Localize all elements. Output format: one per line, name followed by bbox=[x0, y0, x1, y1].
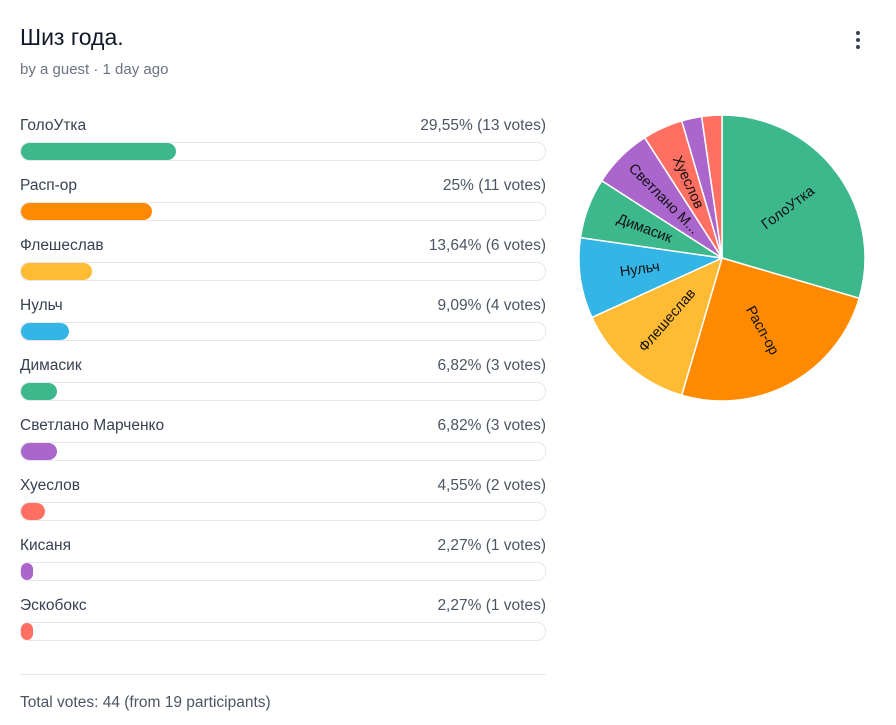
progress-bar-track bbox=[20, 442, 546, 461]
poll-meta: by a guest · 1 day ago bbox=[20, 61, 169, 78]
progress-bar-track bbox=[20, 622, 546, 641]
option-stats: 25% (11 votes) bbox=[442, 177, 546, 194]
divider bbox=[20, 674, 546, 675]
poll-option: Нульч 9,09% (4 votes) bbox=[20, 296, 546, 356]
menu-dot bbox=[856, 31, 860, 35]
progress-bar-fill bbox=[21, 143, 176, 160]
option-stats: 6,82% (3 votes) bbox=[437, 417, 546, 434]
pie-chart: ГолоУтка Расп-ор Флешеслав Нульч Димасик Свет… bbox=[572, 108, 872, 408]
option-stats: 9,09% (4 votes) bbox=[437, 297, 546, 314]
pie-chart-svg: ГолоУткаРасп-орФлешеславНульчДимасикСвет… bbox=[578, 114, 866, 402]
pie-slice[interactable] bbox=[680, 257, 861, 402]
progress-bar-fill bbox=[21, 323, 69, 340]
pie-slice[interactable] bbox=[721, 114, 866, 300]
progress-bar-fill bbox=[21, 203, 152, 220]
progress-bar-track bbox=[20, 262, 546, 281]
poll-option: Светлано Марченко 6,82% (3 votes) bbox=[20, 416, 546, 476]
option-stats: 2,27% (1 votes) bbox=[437, 597, 546, 614]
pie-slice[interactable] bbox=[590, 256, 724, 397]
option-stats: 4,55% (2 votes) bbox=[437, 477, 546, 494]
option-label: Флешеслав bbox=[20, 237, 104, 254]
progress-bar-fill bbox=[21, 263, 93, 280]
option-label: Димасик bbox=[20, 357, 82, 374]
option-label: ГолоУтка bbox=[20, 117, 87, 134]
option-stats: 29,55% (13 votes) bbox=[420, 117, 546, 134]
option-stats: 13,64% (6 votes) bbox=[428, 237, 546, 254]
total-votes: Total votes: 44 (from 19 participants) bbox=[20, 694, 271, 711]
option-label: Нульч bbox=[20, 297, 63, 314]
option-label: Расп-ор bbox=[20, 177, 77, 194]
progress-bar-track bbox=[20, 202, 546, 221]
option-label: Эскобокс bbox=[20, 597, 87, 614]
progress-bar-track bbox=[20, 142, 546, 161]
pie-slice[interactable] bbox=[578, 236, 725, 319]
poll-option: Димасик 6,82% (3 votes) bbox=[20, 356, 546, 416]
progress-bar-fill bbox=[21, 623, 33, 640]
poll-options-list: ГолоУтка 29,55% (13 votes) Расп-ор 25% (11 … bbox=[20, 116, 546, 656]
poll-option: Хуеслов 4,55% (2 votes) bbox=[20, 476, 546, 536]
option-label: Хуеслов bbox=[20, 477, 81, 494]
option-label: Кисаня bbox=[20, 537, 72, 554]
poll-option: Кисаня 2,27% (1 votes) bbox=[20, 536, 546, 596]
progress-bar-fill bbox=[21, 503, 45, 520]
poll-option: Расп-ор 25% (11 votes) bbox=[20, 176, 546, 236]
more-vertical-icon[interactable] bbox=[846, 28, 870, 52]
poll-title: Шиз года. bbox=[20, 24, 124, 50]
progress-bar-track bbox=[20, 562, 546, 581]
option-stats: 2,27% (1 votes) bbox=[437, 537, 546, 554]
poll-option: Флешеслав 13,64% (6 votes) bbox=[20, 236, 546, 296]
option-label: Светлано Марченко bbox=[20, 417, 165, 434]
progress-bar-track bbox=[20, 322, 546, 341]
progress-bar-fill bbox=[21, 563, 33, 580]
option-stats: 6,82% (3 votes) bbox=[437, 357, 546, 374]
pie-slice[interactable] bbox=[700, 114, 723, 259]
menu-dot bbox=[856, 38, 860, 42]
menu-dot bbox=[856, 45, 860, 49]
poll-option: Эскобокс 2,27% (1 votes) bbox=[20, 596, 546, 656]
progress-bar-fill bbox=[21, 383, 57, 400]
pie-slice-label: Нульч bbox=[619, 259, 661, 281]
progress-bar-fill bbox=[21, 443, 57, 460]
progress-bar-track bbox=[20, 382, 546, 401]
poll-option: ГолоУтка 29,55% (13 votes) bbox=[20, 116, 546, 176]
progress-bar-track bbox=[20, 502, 546, 521]
